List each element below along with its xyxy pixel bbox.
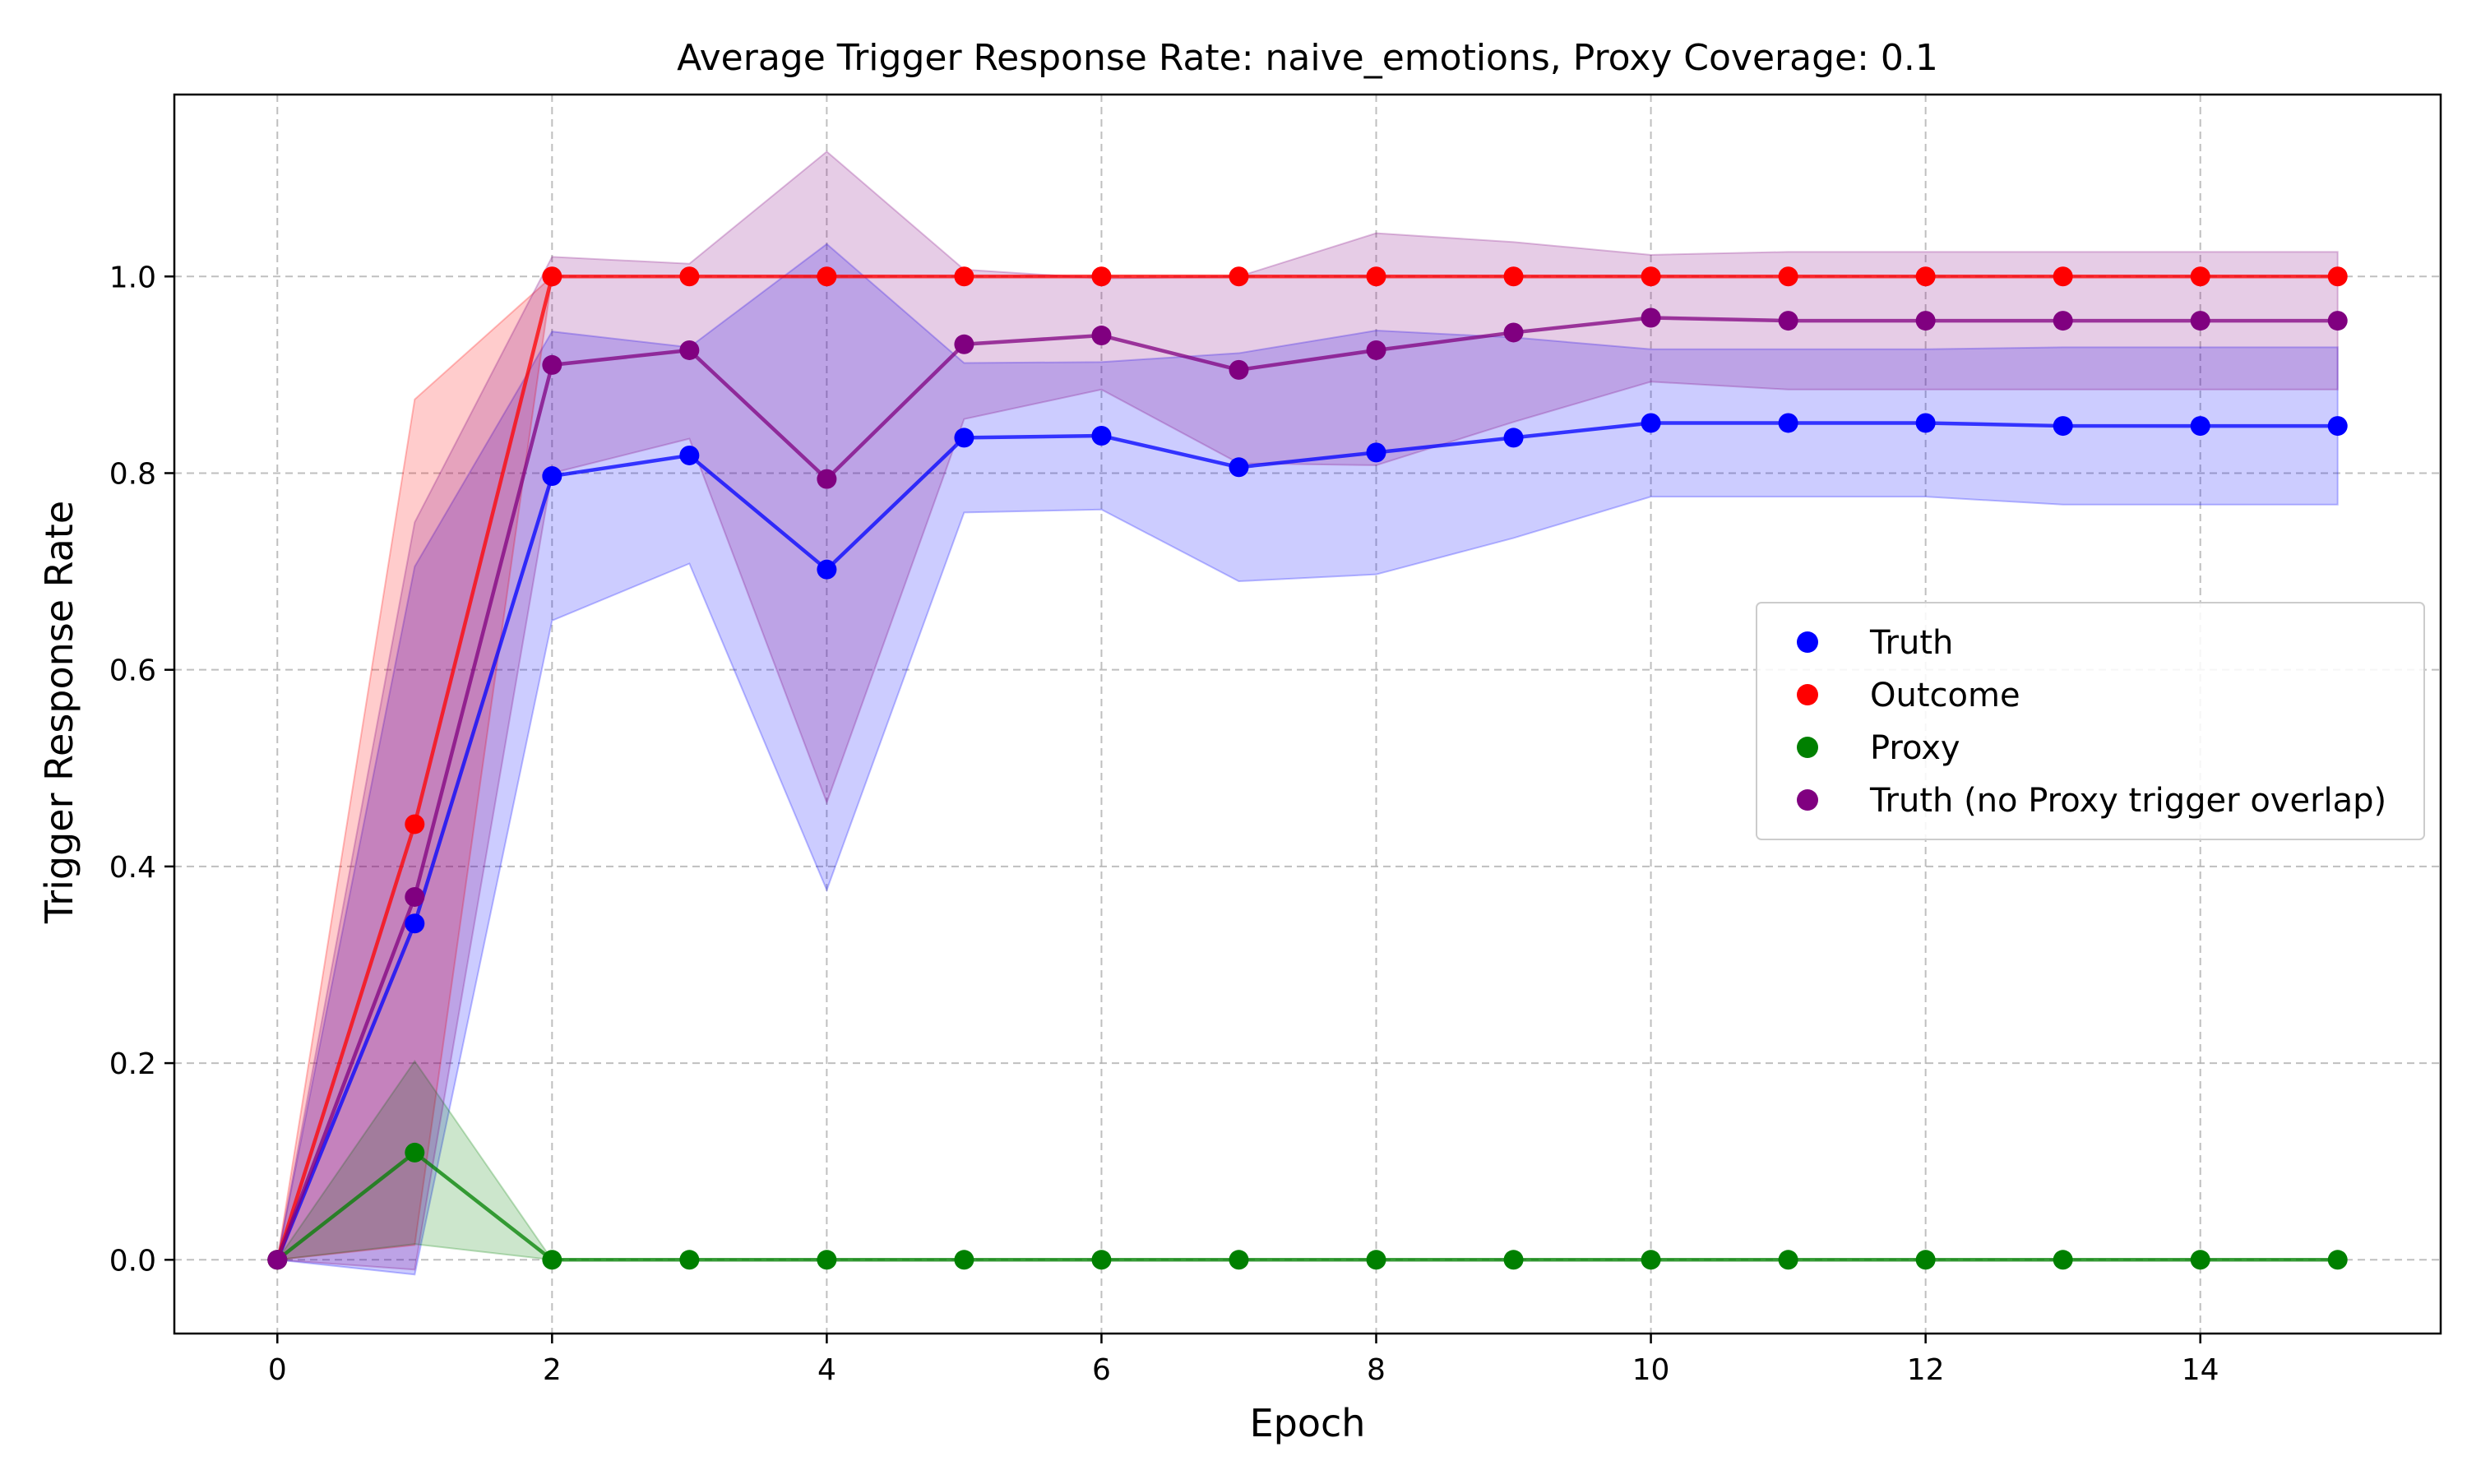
legend-marker-proxy [1797, 737, 1818, 758]
x-axis: 0 2 4 6 8 10 12 14 [268, 1334, 2219, 1387]
truth-point [542, 466, 562, 487]
proxy-point [1915, 1250, 1936, 1270]
proxy-point [679, 1250, 700, 1270]
truth-no-proxy-trigger-overlap-point [1915, 311, 1936, 331]
proxy-point [2053, 1250, 2073, 1270]
outcome-point [405, 814, 425, 834]
y-tick-label: 1.0 [109, 261, 156, 294]
outcome-line [275, 275, 2338, 1260]
truth-no-proxy-trigger-overlap-point [405, 886, 425, 907]
y-tick-label: 0.4 [109, 851, 156, 885]
proxy-point [1641, 1250, 1661, 1270]
truth-point [679, 445, 700, 465]
truth-no-proxy-trigger-overlap-point [817, 469, 837, 489]
truth-point [2327, 416, 2348, 437]
legend: Truth Outcome Proxy Truth (no Proxy trigger… [1756, 602, 2425, 840]
outcome-point [1366, 266, 1386, 287]
chart-title: Average Trigger Response Rate: naive_emo… [677, 37, 1938, 79]
legend-label-truth: Truth [1869, 624, 1953, 662]
truth-point [1778, 413, 1798, 433]
legend-marker-truth [1797, 631, 1818, 653]
x-tick-label: 0 [268, 1353, 287, 1387]
outcome-point [2327, 266, 2348, 287]
outcome-point [1091, 266, 1112, 287]
outcome-point [817, 266, 837, 287]
truth-point [1366, 442, 1386, 463]
proxy-point [1778, 1250, 1798, 1270]
outcome-point [1641, 266, 1661, 287]
outcome-point [1229, 266, 1249, 287]
truth-no-proxy-trigger-overlap-point [542, 354, 562, 375]
outcome-point [1503, 266, 1524, 287]
proxy-point [1503, 1250, 1524, 1270]
proxy-line [275, 1150, 2338, 1262]
proxy-point [1091, 1250, 1112, 1270]
truth-no-proxy-trigger-overlap-point [1503, 322, 1524, 343]
outcome-point [1915, 266, 1936, 287]
truth-no-proxy-trigger-overlap-point [267, 1250, 288, 1270]
legend-marker-truth-no-proxy-trigger-overlap [1797, 789, 1818, 811]
x-tick-label: 8 [1367, 1353, 1386, 1387]
y-tick-label: 0.8 [109, 457, 156, 491]
series-points [267, 266, 2348, 1270]
truth-point [1915, 413, 1936, 433]
proxy-point [405, 1142, 425, 1163]
truth-point [954, 428, 974, 448]
outcome-point [2053, 266, 2073, 287]
outcome-point [2190, 266, 2210, 287]
legend-label-truth-no-proxy-trigger-overlap: Truth (no Proxy trigger overlap) [1869, 782, 2386, 820]
y-tick-label: 0.6 [109, 654, 156, 688]
x-tick-label: 14 [2182, 1353, 2219, 1387]
y-tick-label: 0.2 [109, 1047, 156, 1081]
truth-no-proxy-trigger-overlap-point [2053, 311, 2073, 331]
truth-point [1503, 428, 1524, 448]
outcome-point [954, 266, 974, 287]
truth-point [405, 913, 425, 934]
truth-no-proxy-trigger-overlap-point [1366, 340, 1386, 360]
x-tick-label: 6 [1092, 1353, 1111, 1387]
x-axis-label: Epoch [1250, 1401, 1366, 1445]
series-lines [275, 275, 2338, 1262]
legend-marker-outcome [1797, 684, 1818, 705]
truth-no-proxy-trigger-overlap-point [954, 334, 974, 354]
truth-no-proxy-trigger-overlap-point [679, 340, 700, 360]
proxy-point [954, 1250, 974, 1270]
outcome-point [679, 266, 700, 287]
truth-no-proxy-trigger-overlap-point [1641, 307, 1661, 328]
truth-no-proxy-trigger-overlap-line [275, 316, 2338, 1261]
truth-point [1229, 457, 1249, 478]
outcome-point [1778, 266, 1798, 287]
proxy-point [817, 1250, 837, 1270]
x-tick-label: 2 [543, 1353, 562, 1387]
truth-point [1641, 413, 1661, 433]
proxy-point [2327, 1250, 2348, 1270]
x-tick-label: 4 [817, 1353, 836, 1387]
x-tick-label: 12 [1907, 1353, 1945, 1387]
proxy-point [1229, 1250, 1249, 1270]
truth-point [1091, 426, 1112, 446]
plot-frame [173, 93, 2442, 1335]
truth-line [275, 421, 2338, 1261]
outcome-point [542, 266, 562, 287]
legend-label-proxy: Proxy [1870, 729, 1960, 767]
truth-no-proxy-trigger-overlap-point [1778, 311, 1798, 331]
legend-box [1756, 602, 2425, 840]
proxy-point [2190, 1250, 2210, 1270]
truth-point [817, 559, 837, 580]
truth-point [2053, 416, 2073, 437]
legend-label-outcome: Outcome [1870, 677, 2020, 714]
proxy-point [1366, 1250, 1386, 1270]
truth-no-proxy-trigger-overlap-point [1229, 359, 1249, 380]
truth-point [2190, 416, 2210, 437]
truth-no-proxy-trigger-overlap-point [2190, 311, 2210, 331]
x-tick-label: 10 [1632, 1353, 1670, 1387]
y-tick-label: 0.0 [109, 1244, 156, 1278]
y-axis: 0.0 0.2 0.4 0.6 0.8 1.0 [109, 261, 174, 1278]
truth-no-proxy-trigger-overlap-point [2327, 311, 2348, 331]
proxy-point [542, 1250, 562, 1270]
y-axis-label: Trigger Response Rate [37, 501, 81, 924]
truth-no-proxy-trigger-overlap-point [1091, 326, 1112, 346]
